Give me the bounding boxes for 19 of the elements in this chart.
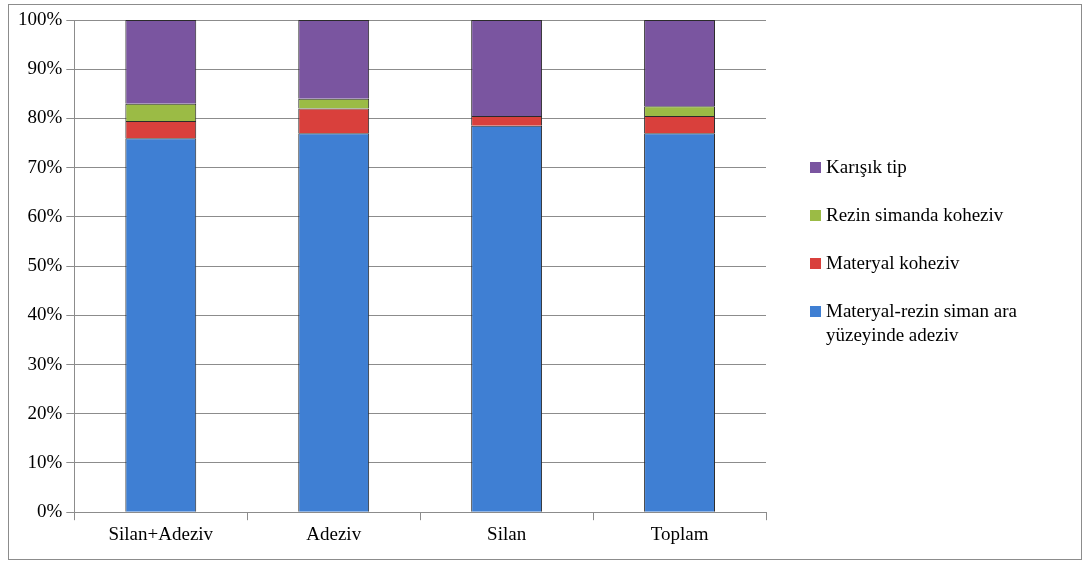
x-tick-label: Silan+Adeziv [108,522,214,544]
legend-label: Rezin simanda koheziv [826,203,1004,227]
y-tick-label: 70% [27,155,63,177]
y-tick-label: 90% [27,57,63,79]
y-tick-label: 50% [27,254,63,276]
y-tick-label: 20% [27,401,63,423]
y-tick-label: 0% [37,500,63,522]
y-tick-label: 80% [27,106,63,128]
y-tick-label: 40% [27,303,63,325]
x-tick-label: Adeziv [306,522,362,544]
legend-label: Materyal-rezin siman ara yüzeyinde adeziv [826,299,1018,347]
y-tick-label: 60% [27,204,63,226]
y-tick-label: 10% [27,450,63,472]
y-tick-label: 30% [27,352,63,374]
x-tick-label: Toplam [650,522,709,544]
legend-label: Materyal koheziv [826,251,960,275]
legend-label: Karışık tip [826,155,907,179]
x-tick-label: Silan [487,522,527,544]
y-tick-label: 100% [18,7,63,29]
